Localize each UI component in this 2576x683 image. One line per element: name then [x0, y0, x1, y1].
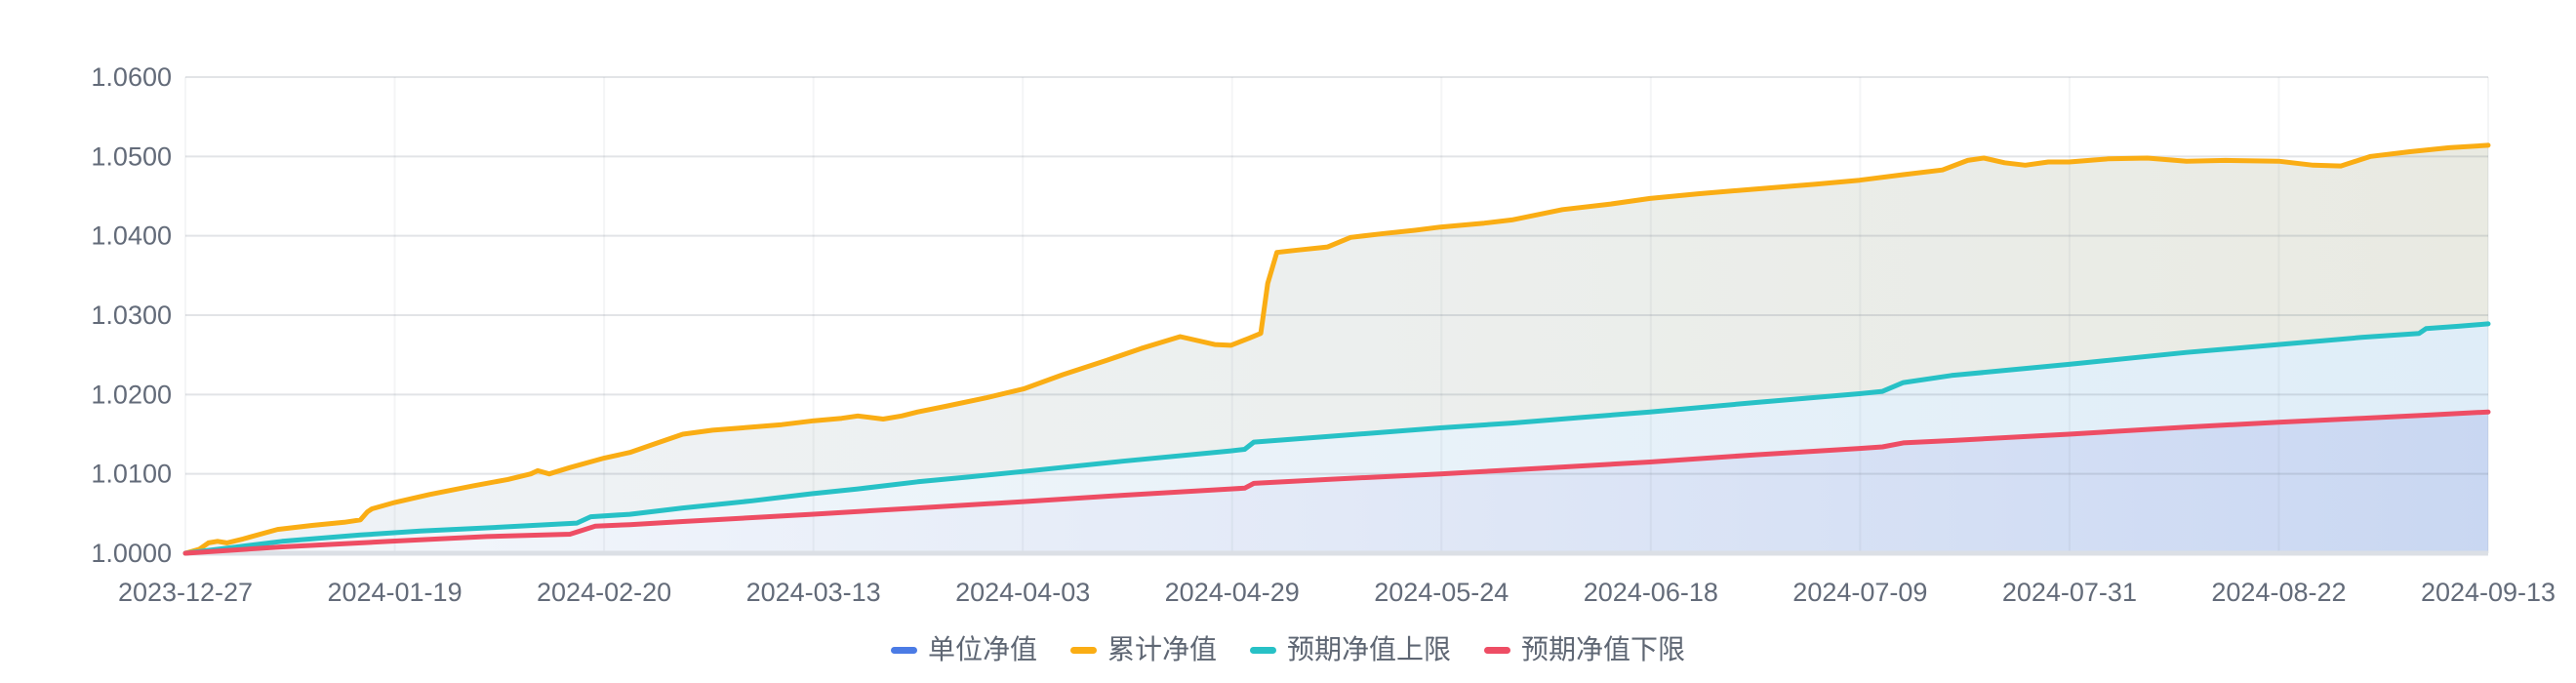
x-axis-label: 2024-07-31 — [2002, 578, 2137, 607]
x-axis-label: 2024-06-18 — [1584, 578, 1718, 607]
y-axis-label: 1.0200 — [91, 380, 172, 409]
y-axis-label: 1.0300 — [91, 301, 172, 330]
legend-item-label: 预期净值上限 — [1287, 634, 1452, 664]
legend-dash-icon — [1484, 646, 1511, 654]
y-axis-label: 1.0400 — [91, 221, 172, 251]
line-expected-nav-upper — [182, 321, 2491, 556]
legend-item-expected-nav-lower[interactable]: 预期净值下限 — [1484, 636, 1685, 663]
legend-item-cumulative-nav[interactable]: 累计净值 — [1069, 634, 1217, 664]
y-axis-label: 1.0000 — [91, 539, 172, 568]
chart-legend: 单位净值 累计净值 预期净值上限 预期净值下限 — [0, 636, 2576, 663]
x-axis-label: 2024-04-03 — [955, 578, 1090, 607]
legend-item-label: 预期净值下限 — [1521, 634, 1686, 664]
x-axis-label: 2024-01-19 — [327, 578, 462, 607]
y-axis-label: 1.0100 — [91, 460, 172, 489]
legend-dash-icon — [890, 646, 917, 654]
legend-dash-icon — [1069, 646, 1097, 654]
y-axis-label: 1.0500 — [91, 141, 172, 171]
legend-item-label: 累计净值 — [1107, 634, 1217, 664]
x-axis-label: 2024-04-29 — [1165, 578, 1300, 607]
x-axis-label: 2024-05-24 — [1374, 578, 1509, 607]
x-axis-label: 2023-12-27 — [118, 578, 253, 607]
x-axis-label: 2024-02-20 — [537, 578, 671, 607]
legend-item-label: 单位净值 — [927, 634, 1037, 664]
x-axis-label: 2024-03-13 — [746, 578, 881, 607]
y-axis-label: 1.0600 — [91, 62, 172, 92]
x-axis-label: 2024-09-13 — [2421, 578, 2556, 607]
x-axis-label: 2024-08-22 — [2211, 578, 2346, 607]
x-axis-label: 2024-07-09 — [1792, 578, 1927, 607]
legend-item-unit-nav[interactable]: 单位净值 — [890, 634, 1037, 664]
legend-dash-icon — [1250, 646, 1276, 654]
line-expected-nav-lower — [182, 409, 2491, 556]
legend-item-expected-nav-upper[interactable]: 预期净值上限 — [1250, 636, 1451, 663]
line-cumulative-nav — [182, 142, 2491, 556]
